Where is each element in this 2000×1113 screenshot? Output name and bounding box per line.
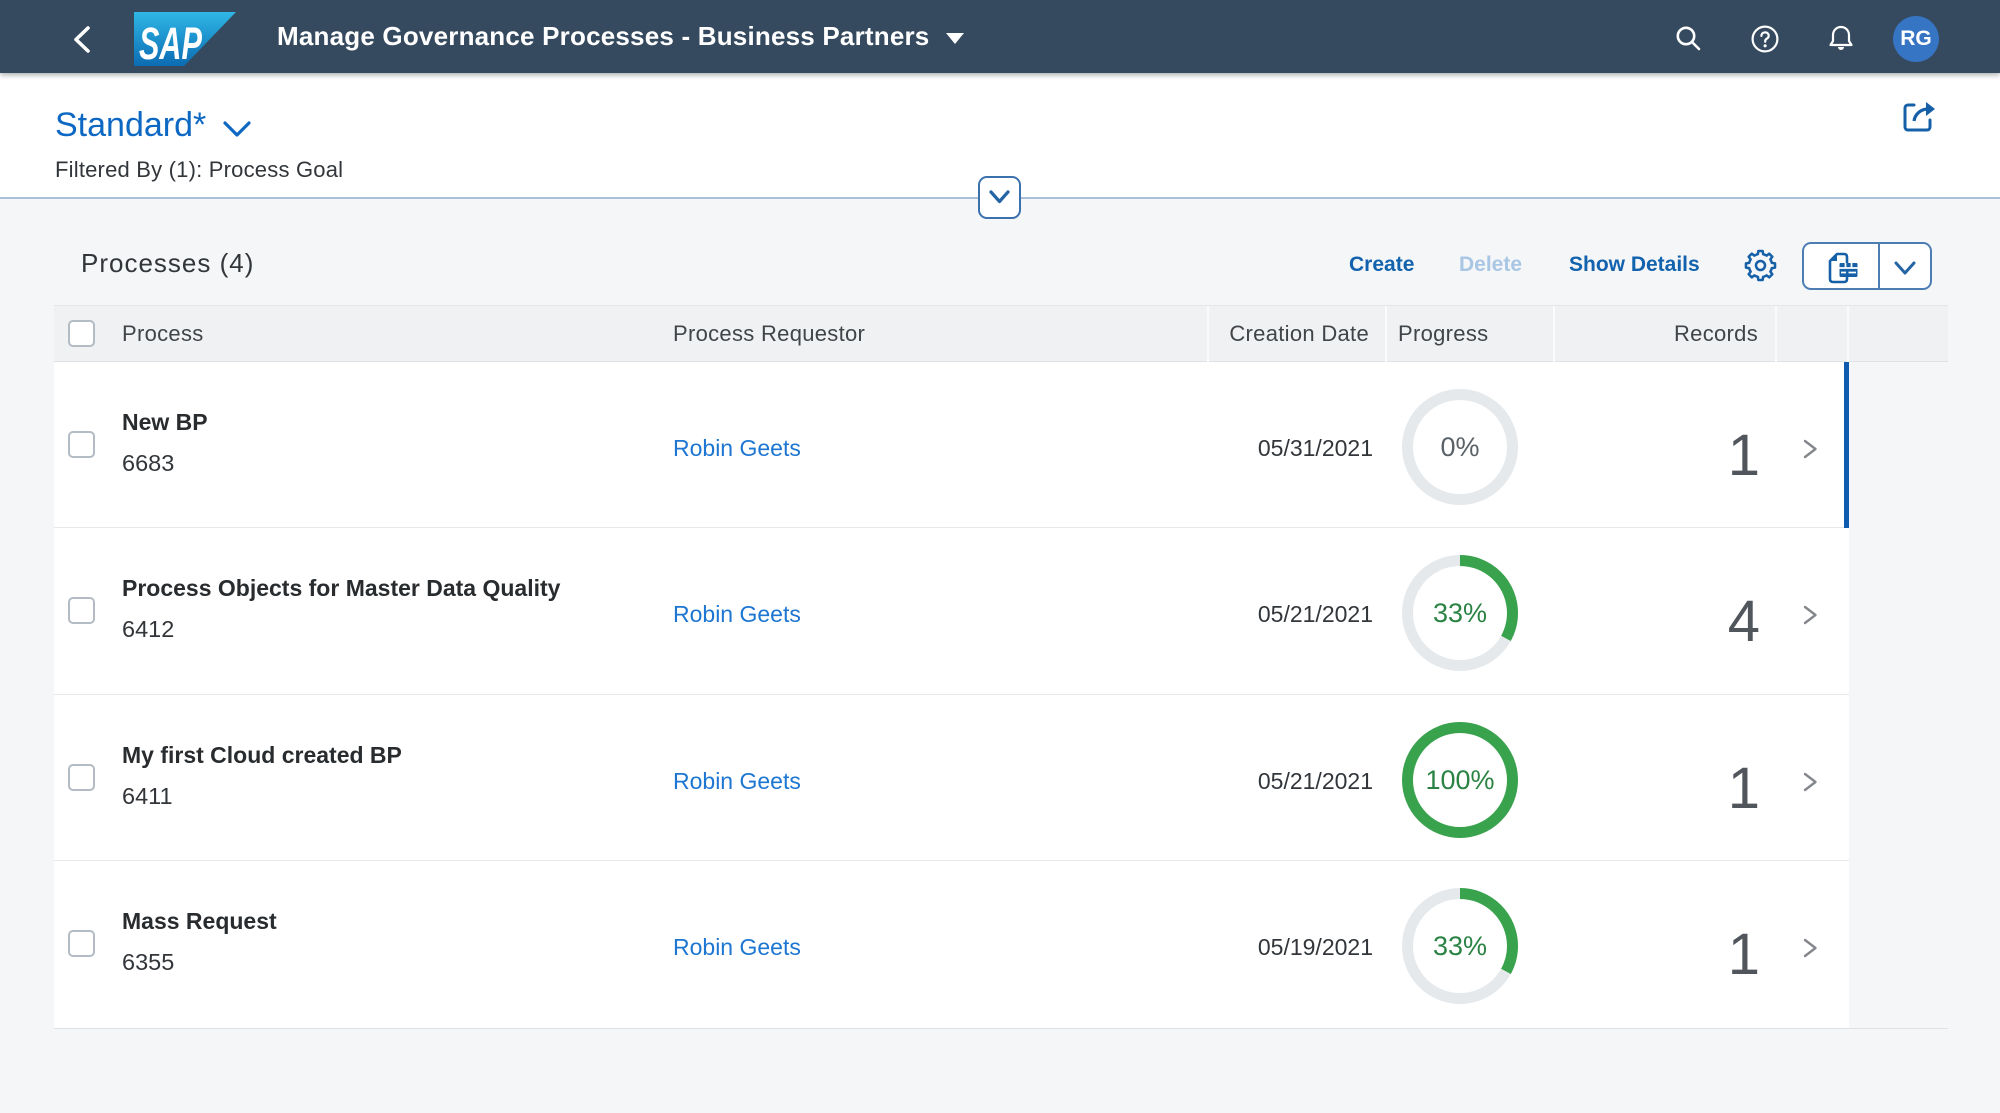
svg-text:33%: 33% xyxy=(1433,931,1487,961)
svg-text:100%: 100% xyxy=(1425,765,1494,795)
svg-text:SAP: SAP xyxy=(139,18,203,66)
svg-text:0%: 0% xyxy=(1440,432,1479,462)
svg-text:33%: 33% xyxy=(1433,598,1487,628)
